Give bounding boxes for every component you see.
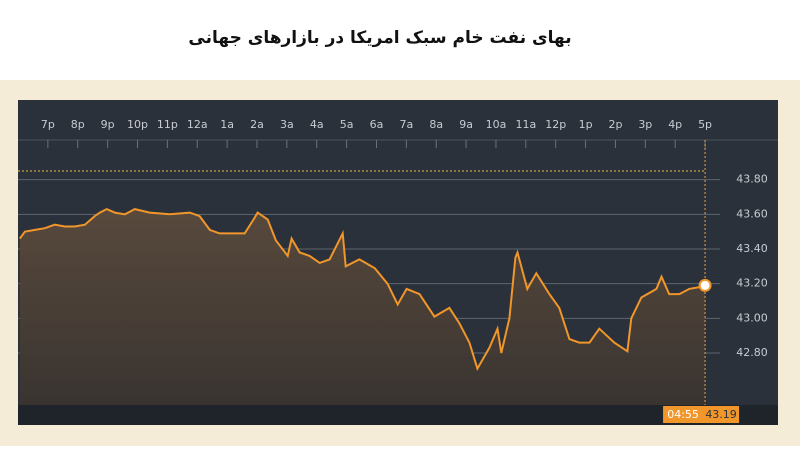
area	[19, 209, 706, 405]
x-tick-label: 1a	[220, 118, 234, 131]
x-tick-label: 7p	[41, 118, 55, 131]
x-tick-label: 5p	[698, 118, 712, 131]
x-tick-label: 4a	[310, 118, 324, 131]
x-tick-label: 3p	[638, 118, 652, 131]
x-tick-label: 6a	[370, 118, 384, 131]
y-tick-label: 43.80	[736, 173, 768, 186]
x-tick-label: 9a	[459, 118, 473, 131]
footer-strip	[18, 405, 778, 425]
x-tick-label: 3a	[280, 118, 294, 131]
x-tick-label: 2p	[608, 118, 622, 131]
x-tick-label: 5a	[340, 118, 354, 131]
last-label-box	[663, 406, 740, 423]
last-time: 04:55	[667, 408, 699, 421]
x-tick-label: 9p	[101, 118, 115, 131]
chart-title: بهای نفت خام سبک امریکا در بازارهای جهان…	[188, 28, 571, 48]
y-tick-label: 42.80	[736, 346, 768, 359]
x-tick-label: 1p	[579, 118, 593, 131]
last-point	[698, 278, 712, 292]
y-tick-label: 43.40	[736, 242, 768, 255]
last-value: 43.19	[705, 408, 737, 421]
x-tick-label: 8a	[429, 118, 443, 131]
x-tick-label: 12p	[545, 118, 566, 131]
x-tick-label: 12a	[187, 118, 208, 131]
x-tick-label: 10a	[486, 118, 507, 131]
x-tick-label: 11a	[515, 118, 536, 131]
x-tick-label: 8p	[71, 118, 85, 131]
y-tick-label: 43.60	[736, 207, 768, 220]
x-tick-label: 7a	[399, 118, 413, 131]
y-tick-label: 43.00	[736, 311, 768, 324]
x-tick-label: 4p	[668, 118, 682, 131]
x-tick-label: 2a	[250, 118, 264, 131]
line	[18, 207, 706, 372]
x-tick-label: 10p	[127, 118, 148, 131]
x-tick-label: 11p	[157, 118, 178, 131]
y-tick-label: 43.20	[736, 277, 768, 290]
